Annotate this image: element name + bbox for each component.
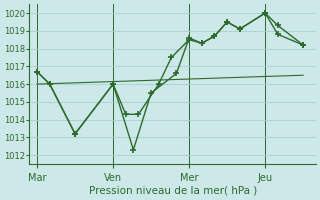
X-axis label: Pression niveau de la mer( hPa ): Pression niveau de la mer( hPa ) — [89, 186, 257, 196]
